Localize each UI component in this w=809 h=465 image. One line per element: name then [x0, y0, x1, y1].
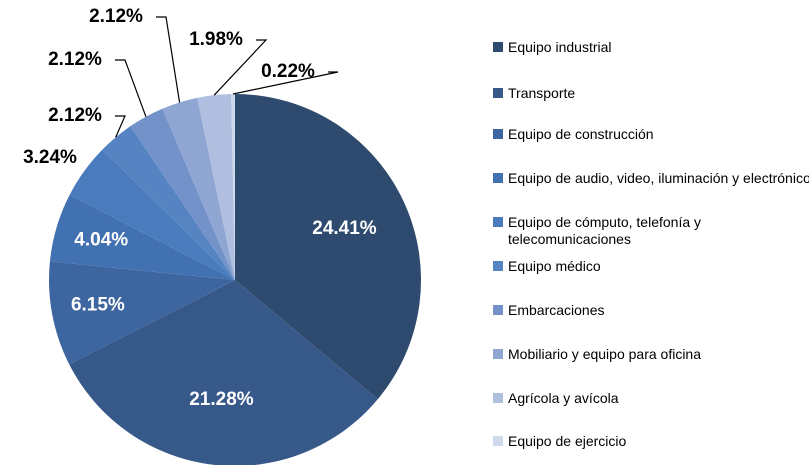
- leader-line: [232, 71, 339, 95]
- legend-label: Transporte: [508, 85, 576, 101]
- pie-slice: [49, 261, 235, 365]
- leader-line: [156, 16, 181, 103]
- legend-swatch: [493, 42, 503, 52]
- legend-swatch: [493, 349, 503, 359]
- legend-swatch: [493, 173, 503, 183]
- legend-item: Equipo de construcción: [493, 126, 809, 143]
- legend-item: Transporte: [493, 85, 809, 102]
- pie-slice: [69, 149, 235, 280]
- data-label: 0.22%: [261, 61, 315, 82]
- legend-item: Equipo industrial: [493, 39, 809, 56]
- legend-label: Agrícola y avícola: [508, 390, 619, 406]
- legend-label: Equipo de ejercicio: [508, 433, 627, 449]
- legend-label: Equipo de audio, video, iluminación y el…: [508, 170, 809, 186]
- pie-slice: [69, 280, 378, 465]
- pie-slice: [162, 97, 235, 280]
- legend-item: Equipo de audio, video, iluminación y el…: [493, 170, 809, 187]
- pie-slice: [231, 94, 235, 280]
- data-label: 2.12%: [89, 6, 143, 27]
- leader-line: [213, 39, 268, 96]
- legend-item: Equipo de ejercicio: [493, 433, 809, 450]
- legend-label: Equipo de cómputo, telefonía y telecomun…: [508, 214, 702, 247]
- data-label: 6.15%: [71, 295, 125, 316]
- legend-swatch: [493, 261, 503, 271]
- legend-swatch: [493, 217, 503, 227]
- leader-line: [115, 115, 126, 138]
- legend-label: Mobiliario y equipo para oficina: [508, 346, 701, 362]
- pie-slice: [102, 126, 235, 280]
- data-label: 2.12%: [48, 105, 102, 126]
- legend-label: Equipo industrial: [508, 39, 612, 55]
- pie-slice: [130, 108, 235, 280]
- legend-swatch: [493, 436, 503, 446]
- legend-item: Mobiliario y equipo para oficina: [493, 346, 809, 363]
- legend-swatch: [493, 88, 503, 98]
- data-label: 21.28%: [189, 389, 254, 410]
- pie-slice: [49, 194, 235, 280]
- legend-swatch: [493, 129, 503, 139]
- legend-item: Embarcaciones: [493, 302, 809, 319]
- legend-swatch: [493, 305, 503, 315]
- data-label: 4.04%: [74, 229, 128, 250]
- legend-item: Agrícola y avícola: [493, 390, 809, 407]
- legend-label: Equipo médico: [508, 258, 601, 274]
- pie-slice: [235, 94, 421, 400]
- legend-label: Equipo de construcción: [508, 126, 654, 142]
- data-label: 3.24%: [23, 147, 77, 168]
- legend-label: Embarcaciones: [508, 302, 605, 318]
- data-label: 2.12%: [48, 49, 102, 70]
- leader-line: [115, 59, 147, 117]
- pie-slice: [197, 94, 235, 281]
- data-label: 1.98%: [189, 29, 243, 50]
- legend-item: Equipo de cómputo, telefonía y telecomun…: [493, 214, 809, 248]
- legend-item: Equipo médico: [493, 258, 809, 275]
- data-label: 24.41%: [312, 218, 377, 239]
- legend-swatch: [493, 393, 503, 403]
